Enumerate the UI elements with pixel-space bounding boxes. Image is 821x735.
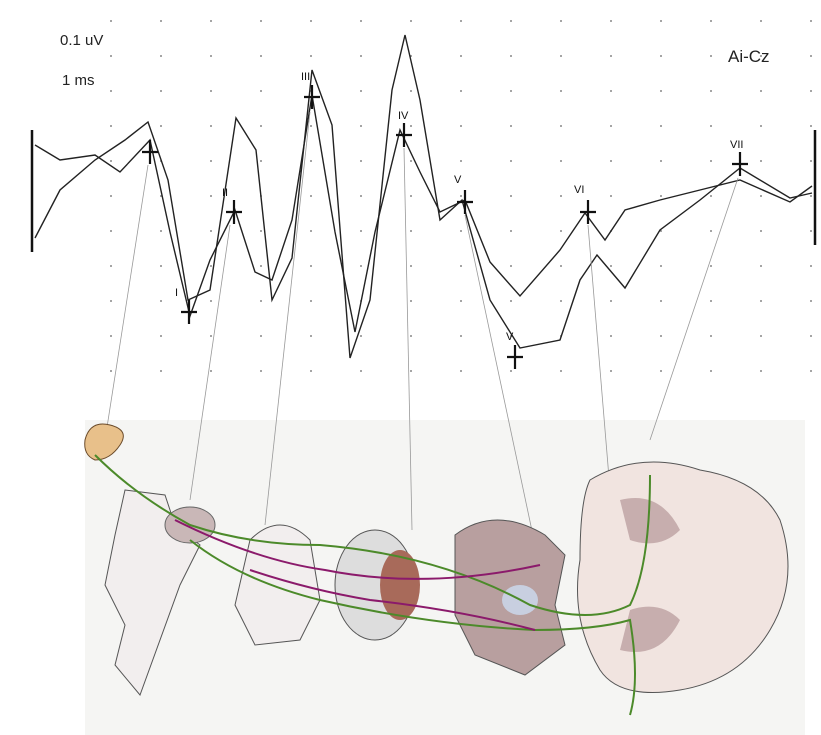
peak-label: III <box>301 71 310 83</box>
peak-label: II <box>222 187 228 199</box>
peak-label: IV <box>398 110 409 122</box>
waveform <box>34 94 813 333</box>
peak-label: VI <box>574 184 584 196</box>
channel-label: Ai-Cz <box>728 47 770 66</box>
peak-label: I <box>175 287 178 299</box>
waveform <box>34 34 813 359</box>
peak-markers <box>142 85 748 369</box>
anatomy <box>84 423 789 716</box>
peak-label: VII <box>730 139 743 151</box>
dot-grid <box>100 10 820 405</box>
peak-label: V <box>506 331 514 343</box>
guide-lines <box>104 111 739 551</box>
peak-label: V <box>454 174 462 186</box>
amplitude-scale: 0.1 uV <box>60 32 103 49</box>
time-scale: 1 ms <box>62 72 95 89</box>
